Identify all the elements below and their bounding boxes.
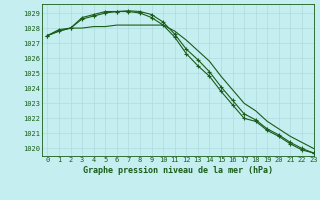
- X-axis label: Graphe pression niveau de la mer (hPa): Graphe pression niveau de la mer (hPa): [83, 166, 273, 175]
